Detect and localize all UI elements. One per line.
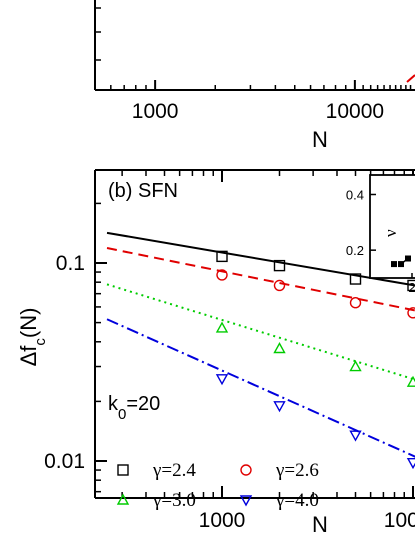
- panel-b-ylabel: Δfc(N): [16, 308, 49, 367]
- data-point: [349, 360, 362, 372]
- fit-line: [106, 283, 415, 381]
- data-point: [116, 493, 130, 505]
- inset-point: [405, 255, 411, 262]
- panel-b: 0.01 0.1 1000 10000 (b) SFN Δfc(N) N k0=20…: [16, 169, 415, 537]
- panel-b-x-tick-label: 10000: [384, 509, 415, 532]
- fit-line: [106, 247, 415, 312]
- data-point: [216, 250, 228, 263]
- data-point: [407, 307, 415, 319]
- data-point: [273, 401, 286, 413]
- panel-b-x-tick-label: 1000: [199, 509, 246, 532]
- legend-label: γ=4.0: [275, 490, 319, 511]
- inset-plot: 0.2 0.4 2 ν: [346, 174, 415, 295]
- data-point: [273, 342, 286, 354]
- data-point: [349, 297, 362, 309]
- legend-label: γ=2.4: [152, 460, 196, 481]
- data-point: [273, 279, 286, 292]
- inset-x-tick-label: 2: [408, 280, 415, 295]
- panel-a: 1000 10000 N: [94, 0, 415, 152]
- panel-a-x-tick-label: 10000: [326, 100, 384, 123]
- inset-point: [391, 261, 397, 268]
- data-point: [407, 279, 415, 292]
- inset-y-tick-label: 0.2: [346, 243, 364, 258]
- data-point: [239, 495, 253, 507]
- data-point: [406, 375, 415, 387]
- panel-b-y-tick-label: 0.01: [44, 450, 85, 473]
- legend: γ=2.4 γ=2.6 γ=3.0 γ=4.0: [116, 460, 319, 511]
- data-point: [406, 458, 415, 470]
- fit-line: [106, 231, 415, 287]
- panel-a-x-tick-label: 1000: [132, 100, 179, 123]
- panel-b-title: (b) SFN: [108, 180, 178, 202]
- data-point: [349, 430, 362, 442]
- data-point: [349, 273, 362, 285]
- panel-b-xlabel: N: [312, 512, 328, 537]
- fit-line: [106, 318, 415, 458]
- legend-label: γ=3.0: [152, 490, 196, 511]
- panel-a-xlabel: N: [312, 127, 328, 152]
- legend-label: γ=2.6: [275, 460, 319, 481]
- inset-y-tick-label: 0.4: [346, 187, 364, 202]
- inset-ylabel: ν: [381, 229, 400, 237]
- data-point: [215, 374, 229, 386]
- data-point: [117, 464, 129, 476]
- panel-a-series-line: [406, 74, 415, 83]
- data-point: [215, 321, 229, 333]
- data-point: [216, 269, 228, 281]
- data-point: [273, 259, 286, 272]
- panel-b-y-tick-label: 0.1: [56, 252, 85, 275]
- k0-annotation: k0=20: [108, 393, 160, 423]
- data-point: [240, 464, 252, 476]
- inset-point: [398, 261, 404, 268]
